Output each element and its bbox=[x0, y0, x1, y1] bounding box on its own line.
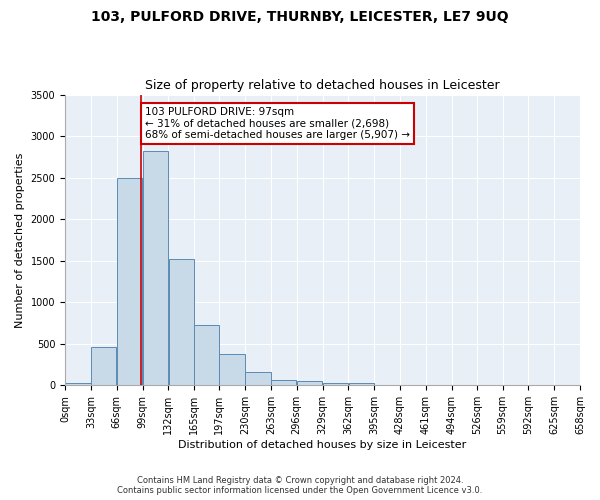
Text: Contains HM Land Registry data © Crown copyright and database right 2024.
Contai: Contains HM Land Registry data © Crown c… bbox=[118, 476, 482, 495]
Bar bbox=[194, 324, 219, 386]
Bar bbox=[65, 384, 91, 386]
Bar bbox=[169, 259, 194, 386]
Bar bbox=[297, 381, 322, 386]
Y-axis label: Number of detached properties: Number of detached properties bbox=[15, 152, 25, 328]
Bar bbox=[374, 384, 400, 386]
Text: 103, PULFORD DRIVE, THURNBY, LEICESTER, LE7 9UQ: 103, PULFORD DRIVE, THURNBY, LEICESTER, … bbox=[91, 10, 509, 24]
Bar bbox=[349, 383, 374, 386]
Bar bbox=[91, 347, 116, 386]
Bar bbox=[245, 372, 271, 386]
Bar bbox=[117, 178, 142, 386]
Text: 103 PULFORD DRIVE: 97sqm
← 31% of detached houses are smaller (2,698)
68% of sem: 103 PULFORD DRIVE: 97sqm ← 31% of detach… bbox=[145, 107, 410, 140]
Bar bbox=[271, 380, 296, 386]
Bar bbox=[220, 354, 245, 386]
Bar bbox=[143, 151, 168, 386]
Title: Size of property relative to detached houses in Leicester: Size of property relative to detached ho… bbox=[145, 79, 500, 92]
Bar bbox=[323, 383, 348, 386]
X-axis label: Distribution of detached houses by size in Leicester: Distribution of detached houses by size … bbox=[178, 440, 467, 450]
